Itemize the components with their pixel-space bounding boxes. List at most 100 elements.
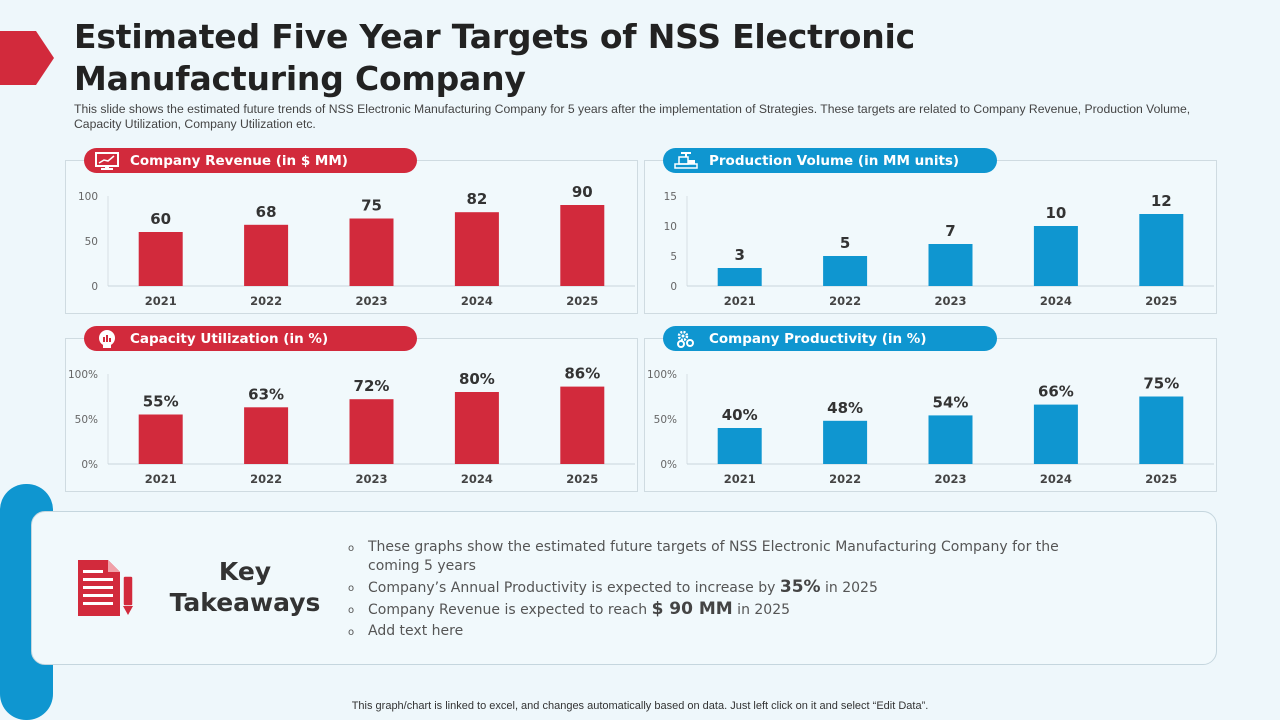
data-label: 40%	[722, 406, 758, 424]
bar-2025[interactable]	[1139, 214, 1184, 286]
bar-2025[interactable]	[560, 205, 605, 286]
data-label: 82	[466, 190, 487, 208]
y-tick-label: 50%	[654, 414, 677, 426]
data-label: 3	[734, 246, 744, 264]
footer-note: This graph/chart is linked to excel, and…	[351, 700, 929, 712]
bar-chart-capacity: 0% 50% 100% 55% 2021 63% 2022 72% 2023 80% 2024 86%…	[68, 365, 635, 486]
takeaway-item: Add text here	[348, 622, 1078, 642]
bar-2024[interactable]	[1033, 404, 1078, 464]
takeaway-highlight: 35%	[779, 577, 821, 597]
data-label: 66%	[1038, 383, 1074, 401]
y-tick-label: 50%	[75, 414, 98, 426]
x-tick-label: 2022	[829, 294, 861, 308]
bar-chart-productivity: 0% 50% 100% 40% 2021 48% 2022 54% 2023 66% 2024 75%…	[647, 369, 1214, 486]
data-label: 48%	[827, 399, 863, 417]
kt-title-line-1: Key	[218, 557, 272, 586]
page-subtitle: This slide shows the estimated future tr…	[74, 102, 1191, 131]
data-label: 54%	[933, 393, 969, 411]
bar-2024[interactable]	[454, 392, 499, 464]
data-label: 90	[572, 183, 593, 201]
chart-title-text: Production Volume (in MM units)	[709, 152, 960, 169]
bar-chart-production: 0 5 10 15 3 2021 5 2022 7 2023 10 2024 12 2025	[664, 191, 1214, 308]
x-tick-label: 2023	[355, 472, 387, 486]
chart-panel-production[interactable]	[644, 160, 1217, 314]
y-tick-label: 0	[91, 281, 98, 293]
y-tick-label: 0%	[660, 459, 677, 471]
bar-2023[interactable]	[928, 415, 973, 464]
y-tick-label: 15	[664, 191, 677, 203]
takeaway-item: Company Revenue is expected to reach $ 9…	[348, 599, 1078, 621]
data-label: 75	[361, 197, 382, 215]
x-tick-label: 2025	[566, 294, 598, 308]
bar-2025[interactable]	[560, 386, 605, 464]
takeaways-list: These graphs show the estimated future t…	[348, 538, 1078, 643]
takeaway-text: These graphs show the estimated future t…	[368, 539, 1059, 574]
data-label: 75%	[1143, 375, 1179, 393]
x-tick-label: 2025	[566, 472, 598, 486]
x-tick-label: 2023	[934, 294, 966, 308]
takeaway-text: Company Revenue is expected to reach	[368, 602, 652, 618]
bar-2025[interactable]	[1139, 396, 1184, 465]
x-tick-label: 2025	[1145, 472, 1177, 486]
bar-2024[interactable]	[454, 212, 499, 286]
takeaway-text: in 2025	[732, 602, 791, 618]
data-label: 72%	[354, 377, 390, 395]
data-label: 12	[1151, 192, 1172, 210]
bar-2023[interactable]	[928, 244, 973, 286]
bar-2022[interactable]	[244, 224, 289, 286]
title-line-1: Estimated Five Year Targets of NSS Elect…	[74, 17, 915, 56]
y-tick-label: 50	[85, 236, 98, 248]
x-tick-label: 2021	[145, 294, 177, 308]
y-tick-label: 100	[78, 191, 98, 203]
monitor-chart-icon	[94, 151, 120, 170]
bar-2021[interactable]	[138, 414, 183, 465]
x-tick-label: 2023	[934, 472, 966, 486]
bar-2021[interactable]	[138, 232, 183, 286]
arrow-tab-decoration	[0, 31, 54, 85]
y-tick-label: 100%	[647, 369, 677, 381]
bar-2022[interactable]	[823, 256, 868, 286]
chart-title-capacity: Capacity Utilization (in %)	[84, 326, 417, 351]
takeaway-text: Add text here	[368, 623, 464, 639]
bar-2021[interactable]	[717, 428, 762, 464]
data-label: 5	[840, 234, 850, 252]
bar-2022[interactable]	[244, 407, 289, 464]
document-pen-icon	[78, 560, 134, 616]
x-tick-label: 2022	[250, 294, 282, 308]
chart-title-text: Capacity Utilization (in %)	[130, 330, 329, 347]
takeaway-item: These graphs show the estimated future t…	[348, 538, 1078, 576]
takeaway-highlight: $ 90 MM	[651, 599, 733, 619]
takeaway-item: Company’s Annual Productivity is expecte…	[348, 577, 1078, 599]
bar-2023[interactable]	[349, 399, 394, 464]
bar-2021[interactable]	[717, 268, 762, 286]
takeaway-text: in 2025	[820, 580, 878, 596]
y-tick-label: 100%	[68, 369, 98, 381]
y-tick-label: 10	[664, 221, 677, 233]
gears-icon	[673, 330, 699, 348]
y-tick-label: 0%	[81, 459, 98, 471]
data-label: 60	[150, 210, 171, 228]
bar-2023[interactable]	[349, 218, 394, 287]
takeaway-text: Company’s Annual Productivity is expecte…	[368, 580, 780, 596]
x-tick-label: 2024	[461, 472, 493, 486]
bar-2024[interactable]	[1033, 226, 1078, 286]
chart-title-productivity: Company Productivity (in %)	[663, 326, 997, 351]
x-tick-label: 2022	[250, 472, 282, 486]
chart-title-text: Company Revenue (in $ MM)	[130, 152, 348, 169]
x-tick-label: 2023	[355, 294, 387, 308]
page-title: Estimated Five Year Targets of NSS Elect…	[74, 16, 1174, 100]
kt-title-line-2: Takeaways	[169, 588, 321, 617]
factory-icon	[673, 151, 699, 170]
data-label: 63%	[248, 385, 284, 403]
chart-title-text: Company Productivity (in %)	[709, 330, 927, 347]
head-chart-icon	[94, 329, 120, 348]
bar-2022[interactable]	[823, 420, 868, 464]
data-label: 86%	[564, 365, 600, 383]
chart-panel-productivity[interactable]	[644, 338, 1217, 492]
data-label: 68	[256, 203, 277, 221]
x-tick-label: 2024	[461, 294, 493, 308]
data-label: 55%	[143, 393, 179, 411]
bar-chart-revenue: 0 50 100 60 2021 68 2022 75 2023 82 2024 90 2025	[78, 183, 635, 308]
chart-title-production: Production Volume (in MM units)	[663, 148, 997, 173]
y-tick-label: 0	[670, 281, 677, 293]
